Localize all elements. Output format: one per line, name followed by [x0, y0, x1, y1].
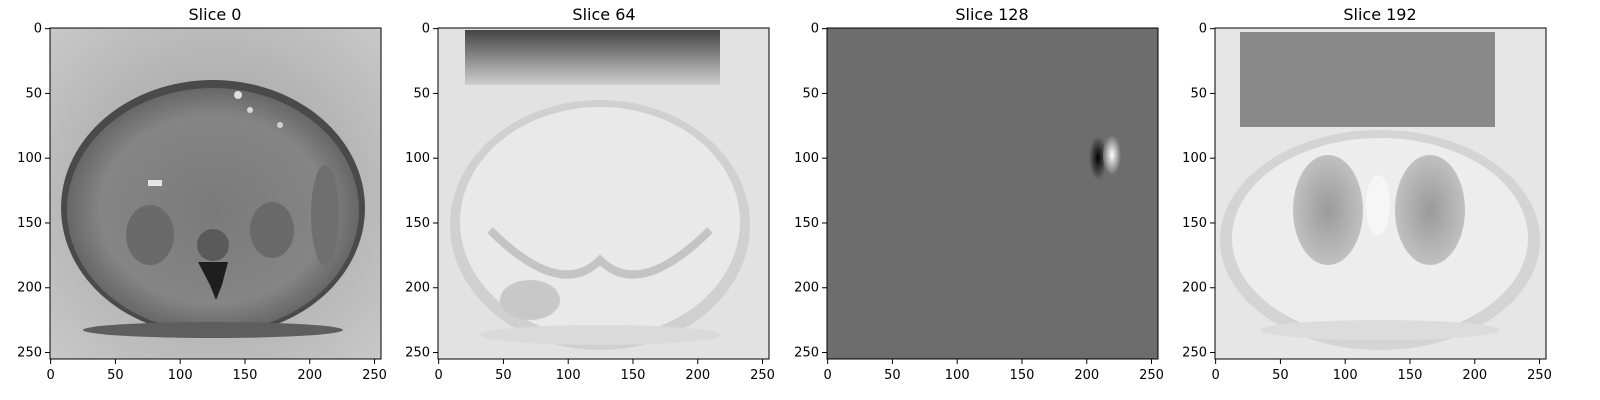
- axial-mri-slice-abdomen-image: [50, 28, 381, 359]
- panel-title: Slice 0: [189, 5, 242, 24]
- x-tick-label: 250: [1139, 368, 1164, 383]
- y-tick-label: 250: [405, 346, 430, 361]
- x-tick-label: 150: [621, 368, 646, 383]
- y-tick-label: 150: [1182, 216, 1207, 231]
- x-tick-label: 250: [1527, 368, 1552, 383]
- y-tick-label: 200: [17, 281, 42, 296]
- x-tick-label: 50: [1272, 368, 1289, 383]
- x-tick-label: 50: [495, 368, 512, 383]
- y-tick-label: 0: [811, 22, 819, 37]
- x-tick-label: 0: [824, 368, 832, 383]
- x-tick-label: 100: [1333, 368, 1358, 383]
- y-tick-label: 250: [1182, 346, 1207, 361]
- y-tick-label: 200: [1182, 281, 1207, 296]
- axes: 0 50 100 150 200 250 0 50 100 150 200 250 0 50 100 150 2…: [17, 22, 1552, 383]
- panel-title: Slice 64: [572, 5, 635, 24]
- y-tick-label: 250: [17, 346, 42, 361]
- y-tick-label: 100: [17, 151, 42, 166]
- x-tick-label: 100: [556, 368, 581, 383]
- y-tick-label: 100: [1182, 151, 1207, 166]
- x-tick-label: 50: [884, 368, 901, 383]
- x-tick-label: 150: [1398, 368, 1423, 383]
- panel-title: Slice 192: [1343, 5, 1416, 24]
- y-tick-label: 50: [1190, 86, 1207, 101]
- axial-mri-slice-upper-abdomen-bright-image: [438, 28, 769, 359]
- uniform-gray-with-dipole-artifact-image: [827, 28, 1158, 359]
- y-tick-label: 0: [422, 22, 430, 37]
- y-tick-label: 50: [413, 86, 430, 101]
- x-tick-label: 200: [1074, 368, 1099, 383]
- x-tick-label: 200: [297, 368, 322, 383]
- y-tick-label: 150: [405, 216, 430, 231]
- x-tick-label: 250: [750, 368, 775, 383]
- axial-mri-slice-thorax-lungs-image: [1215, 28, 1546, 359]
- panel-title: Slice 128: [955, 5, 1028, 24]
- y-tick-label: 150: [794, 216, 819, 231]
- x-tick-label: 0: [435, 368, 443, 383]
- x-tick-label: 150: [1010, 368, 1035, 383]
- y-tick-label: 200: [794, 281, 819, 296]
- x-tick-label: 100: [168, 368, 193, 383]
- y-tick-label: 100: [794, 151, 819, 166]
- panel-slice-128: Slice 128: [826, 5, 1159, 360]
- x-tick-label: 100: [945, 368, 970, 383]
- y-tick-label: 200: [405, 281, 430, 296]
- x-tick-label: 250: [362, 368, 387, 383]
- x-tick-label: 150: [233, 368, 258, 383]
- y-tick-label: 150: [17, 216, 42, 231]
- y-tick-label: 100: [405, 151, 430, 166]
- x-tick-label: 200: [1462, 368, 1487, 383]
- x-tick-label: 0: [47, 368, 55, 383]
- panel-slice-64: Slice 64: [437, 5, 770, 360]
- y-tick-label: 0: [1199, 22, 1207, 37]
- y-tick-label: 0: [34, 22, 42, 37]
- y-tick-label: 50: [25, 86, 42, 101]
- x-tick-label: 0: [1212, 368, 1220, 383]
- y-tick-label: 250: [794, 346, 819, 361]
- panel-slice-192: Slice 192: [1214, 5, 1547, 360]
- x-tick-label: 50: [107, 368, 124, 383]
- panel-slice-0: Slice 0: [49, 5, 382, 360]
- x-tick-label: 200: [685, 368, 710, 383]
- y-tick-label: 50: [802, 86, 819, 101]
